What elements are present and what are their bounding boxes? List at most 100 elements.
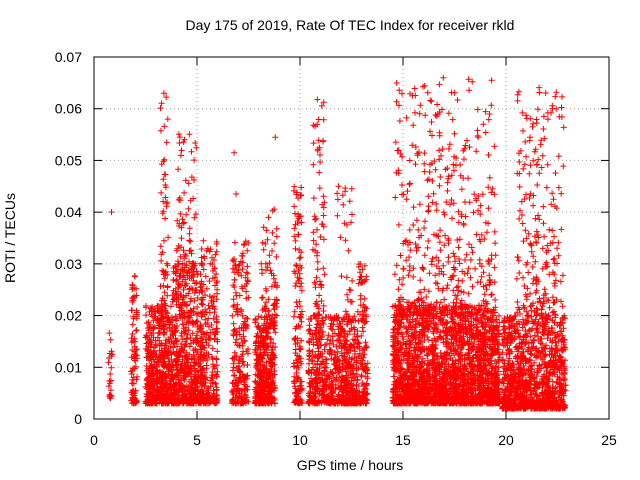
- data-point: [159, 388, 166, 395]
- data-point: [105, 383, 112, 390]
- data-point: [187, 238, 194, 245]
- data-point: [340, 201, 347, 208]
- data-point: [128, 368, 135, 375]
- data-point: [131, 293, 137, 300]
- data-point: [320, 138, 327, 145]
- data-point: [150, 364, 157, 371]
- data-point: [159, 303, 166, 310]
- data-point: [129, 331, 136, 337]
- data-point: [146, 365, 153, 372]
- data-point: [153, 380, 160, 386]
- data-point: [131, 348, 138, 355]
- data-point: [273, 233, 280, 240]
- data-point: [306, 326, 313, 333]
- data-point: [158, 100, 165, 107]
- data-point: [147, 330, 154, 337]
- data-point: [143, 393, 150, 400]
- data-point: [312, 284, 319, 291]
- data-point: [337, 234, 344, 241]
- data-point: [161, 300, 168, 307]
- data-point: [165, 355, 172, 362]
- data-point: [260, 224, 267, 231]
- data-point: [176, 134, 183, 141]
- data-point: [296, 255, 303, 262]
- data-point: [158, 399, 165, 406]
- data-point: [362, 339, 369, 346]
- data-point: [186, 225, 193, 232]
- data-point: [231, 276, 238, 283]
- data-point: [292, 283, 299, 289]
- data-point: [191, 157, 198, 164]
- data-point: [129, 321, 136, 328]
- data-point: [345, 247, 352, 254]
- data-point: [186, 237, 193, 244]
- data-point: [156, 368, 163, 375]
- data-point: [200, 237, 207, 244]
- data-point: [236, 292, 243, 299]
- data-point: [170, 332, 177, 339]
- data-point: [170, 276, 177, 283]
- data-point: [243, 288, 250, 295]
- data-point: [270, 275, 277, 282]
- data-point: [143, 312, 149, 319]
- data-point: [230, 320, 237, 327]
- data-point: [130, 365, 136, 372]
- data-point: [146, 336, 153, 343]
- data-point: [314, 96, 321, 103]
- data-point: [108, 364, 115, 371]
- data-point: [244, 362, 251, 368]
- data-point: [343, 274, 350, 281]
- data-point: [132, 399, 139, 406]
- data-point: [291, 308, 298, 315]
- data-point: [145, 325, 152, 332]
- data-point: [342, 185, 349, 192]
- data-point: [185, 205, 192, 212]
- data-point: [106, 330, 113, 337]
- data-point: [258, 266, 265, 273]
- data-point: [291, 225, 298, 232]
- data-point: [194, 295, 201, 301]
- data-point: [229, 312, 236, 319]
- data-point: [314, 266, 321, 273]
- data-point: [269, 207, 276, 214]
- data-point: [161, 123, 168, 130]
- data-point: [259, 294, 266, 301]
- data-point: [148, 373, 155, 380]
- data-point: [338, 273, 345, 280]
- data-point: [164, 116, 171, 123]
- data-point: [351, 313, 358, 320]
- data-point: [349, 277, 356, 284]
- data-point: [161, 345, 168, 352]
- data-point: [159, 362, 166, 368]
- data-point: [151, 324, 158, 331]
- data-point: [161, 237, 167, 244]
- data-point: [316, 185, 323, 192]
- data-point: [243, 269, 250, 276]
- data-point: [334, 196, 341, 203]
- data-point: [128, 371, 135, 377]
- data-point: [108, 348, 115, 355]
- data-point: [231, 239, 238, 246]
- data-point: [158, 297, 165, 304]
- data-point: [320, 265, 327, 272]
- data-point: [214, 348, 221, 355]
- data-point: [160, 198, 167, 205]
- data-point: [161, 275, 168, 282]
- data-point: [132, 363, 139, 370]
- data-point: [129, 376, 136, 383]
- grid-lines: [94, 57, 609, 419]
- data-point: [290, 363, 297, 370]
- data-point: [259, 239, 266, 246]
- data-point: [273, 225, 280, 232]
- data-point: [178, 235, 185, 242]
- data-point: [157, 105, 164, 112]
- data-point: [154, 305, 161, 311]
- data-point: [161, 289, 168, 296]
- data-point: [292, 237, 299, 244]
- data-point: [186, 131, 193, 138]
- data-point: [129, 282, 136, 289]
- data-point: [132, 387, 139, 394]
- data-point: [130, 380, 137, 387]
- data-point: [267, 267, 274, 274]
- data-point: [167, 303, 174, 310]
